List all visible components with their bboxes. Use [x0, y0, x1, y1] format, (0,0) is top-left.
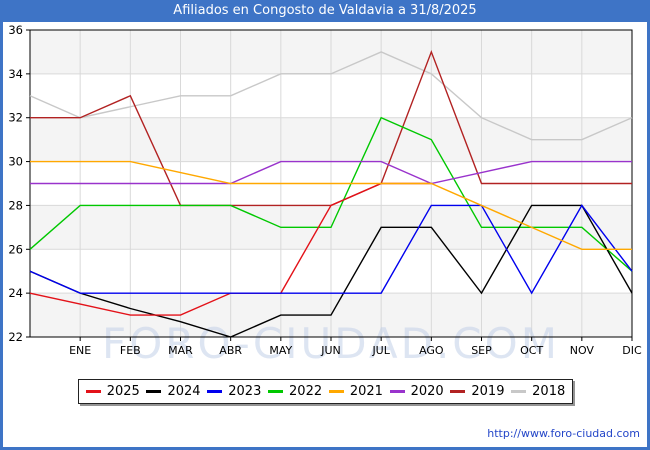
legend-swatch-2019 [450, 390, 466, 393]
series-line-2023 [29, 204, 633, 295]
y-tick-label: 34 [8, 67, 23, 81]
y-tick-label: 36 [8, 23, 23, 37]
legend-swatch-2023 [207, 390, 223, 393]
legend-label-2021: 2021 [349, 384, 383, 399]
x-tick-label: JUL [371, 344, 390, 357]
title-bar: Afiliados en Congosto de Valdavia a 31/8… [0, 0, 650, 22]
x-tick-label: NOV [570, 344, 595, 357]
series-line-2024 [29, 204, 633, 338]
legend-swatch-2021 [328, 390, 344, 393]
legend: 2025 2024 2023 2022 2021 2020 2019 2018 [78, 379, 573, 404]
watermark: FORO-CIUDAD.COM [102, 319, 560, 368]
legend-item-2022: 2022 [268, 384, 322, 399]
legend-label-2022: 2022 [289, 384, 323, 399]
y-tick-label: 30 [8, 155, 23, 169]
x-tick-label: DIC [622, 344, 642, 357]
legend-item-2020: 2020 [389, 384, 444, 399]
legend-label-2024: 2024 [167, 384, 201, 399]
legend-label-2025: 2025 [106, 384, 140, 399]
series-line-2020 [30, 160, 632, 185]
x-tick-label: FEB [120, 344, 141, 357]
legend-swatch-2024 [146, 390, 162, 393]
legend-swatch-2025 [85, 390, 101, 393]
foro-ciudad-link[interactable]: http://www.foro-ciudad.com [487, 427, 640, 440]
x-tick-label: ABR [219, 344, 242, 357]
legend-label-2023: 2023 [228, 384, 262, 399]
legend-label-2018: 2018 [532, 384, 566, 399]
legend-item-2021: 2021 [328, 384, 383, 399]
y-tick-label: 28 [8, 198, 23, 212]
x-tick-label: MAR [168, 344, 193, 357]
legend-swatch-2020 [389, 390, 405, 393]
x-tick-label: JUN [320, 344, 341, 357]
legend-item-2025: 2025 [85, 384, 140, 399]
legend-swatch-2018 [511, 390, 527, 393]
legend-item-2018: 2018 [511, 384, 565, 399]
legend-item-2019: 2019 [450, 384, 504, 399]
line-chart: FORO-CIUDAD.COM 22 24 26 28 30 32 34 36 ENE FEB MAR… [8, 23, 642, 368]
legend-item-2024: 2024 [146, 384, 201, 399]
x-tick-label: ENE [69, 344, 91, 357]
y-tick-label: 32 [8, 111, 23, 125]
legend-item-2023: 2023 [207, 384, 261, 399]
legend-label-2019: 2019 [471, 384, 505, 399]
y-tick-label: 26 [8, 242, 23, 256]
series-line-2018 [29, 51, 633, 141]
series-line-2021 [30, 160, 632, 250]
page-title: Afiliados en Congosto de Valdavia a 31/8… [173, 3, 477, 18]
x-tick-label: MAY [269, 344, 292, 357]
x-tick-label: OCT [520, 344, 543, 357]
legend-swatch-2022 [268, 390, 284, 393]
y-tick-label: 24 [8, 286, 23, 300]
legend-label-2020: 2020 [410, 384, 444, 399]
x-tick-label: SEP [471, 344, 492, 357]
x-tick-label: AGO [419, 344, 444, 357]
y-tick-label: 22 [8, 330, 23, 344]
